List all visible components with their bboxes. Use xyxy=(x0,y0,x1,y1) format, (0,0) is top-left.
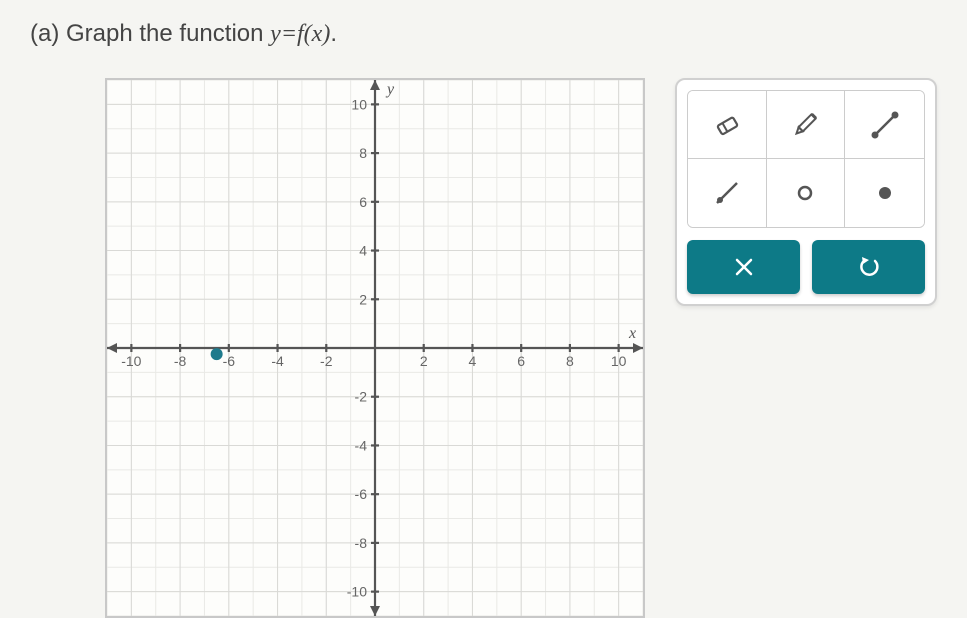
ray-icon xyxy=(709,175,745,211)
svg-text:-4: -4 xyxy=(355,437,368,453)
svg-text:x: x xyxy=(628,325,636,342)
part-label: (a) xyxy=(30,20,59,47)
svg-text:y: y xyxy=(385,81,395,98)
svg-text:6: 6 xyxy=(359,194,367,210)
reset-icon xyxy=(857,255,881,279)
open-point-icon xyxy=(787,175,823,211)
svg-text:-2: -2 xyxy=(320,353,333,369)
reset-button[interactable] xyxy=(812,240,925,294)
eq-period: . xyxy=(330,20,337,47)
svg-text:6: 6 xyxy=(517,353,525,369)
eraser-tool[interactable] xyxy=(688,91,767,159)
svg-text:-2: -2 xyxy=(355,389,368,405)
segment-endpoints-icon xyxy=(867,107,903,143)
pencil-tool[interactable] xyxy=(767,91,846,159)
svg-text:-6: -6 xyxy=(223,353,236,369)
closed-point-tool[interactable] xyxy=(845,159,924,227)
svg-text:-6: -6 xyxy=(355,486,368,502)
tool-grid xyxy=(687,90,925,228)
svg-text:4: 4 xyxy=(359,243,367,259)
action-row xyxy=(687,240,925,294)
svg-text:-8: -8 xyxy=(174,353,187,369)
svg-text:10: 10 xyxy=(351,96,367,112)
clear-button[interactable] xyxy=(687,240,800,294)
ray-tool[interactable] xyxy=(688,159,767,227)
svg-text:10: 10 xyxy=(611,353,627,369)
pencil-icon xyxy=(787,107,823,143)
eq-left: y xyxy=(270,21,281,47)
svg-text:4: 4 xyxy=(469,353,477,369)
svg-text:2: 2 xyxy=(420,353,428,369)
open-point-tool[interactable] xyxy=(767,159,846,227)
segment-endpoints-tool[interactable] xyxy=(845,91,924,159)
tool-panel xyxy=(675,78,937,306)
svg-text:-4: -4 xyxy=(271,353,284,369)
prompt-text: Graph the function xyxy=(66,20,263,47)
graph-canvas[interactable]: -10 -8 -6 -4 -2 2 4 6 8 10 2 4 6 8 10 -2 -4 -6 -8 -10 y x xyxy=(105,78,645,618)
svg-text:8: 8 xyxy=(566,353,574,369)
eq-right: f(x) xyxy=(297,21,330,47)
svg-text:-10: -10 xyxy=(347,584,367,600)
svg-text:2: 2 xyxy=(359,291,367,307)
svg-text:-8: -8 xyxy=(355,535,368,551)
x-icon xyxy=(733,256,755,278)
svg-text:8: 8 xyxy=(359,145,367,161)
closed-point-icon xyxy=(867,175,903,211)
eraser-icon xyxy=(709,107,745,143)
svg-text:-10: -10 xyxy=(121,353,141,369)
eq-eq: = xyxy=(281,21,297,47)
question-prompt: (a) Graph the function y=f(x). xyxy=(30,20,937,48)
